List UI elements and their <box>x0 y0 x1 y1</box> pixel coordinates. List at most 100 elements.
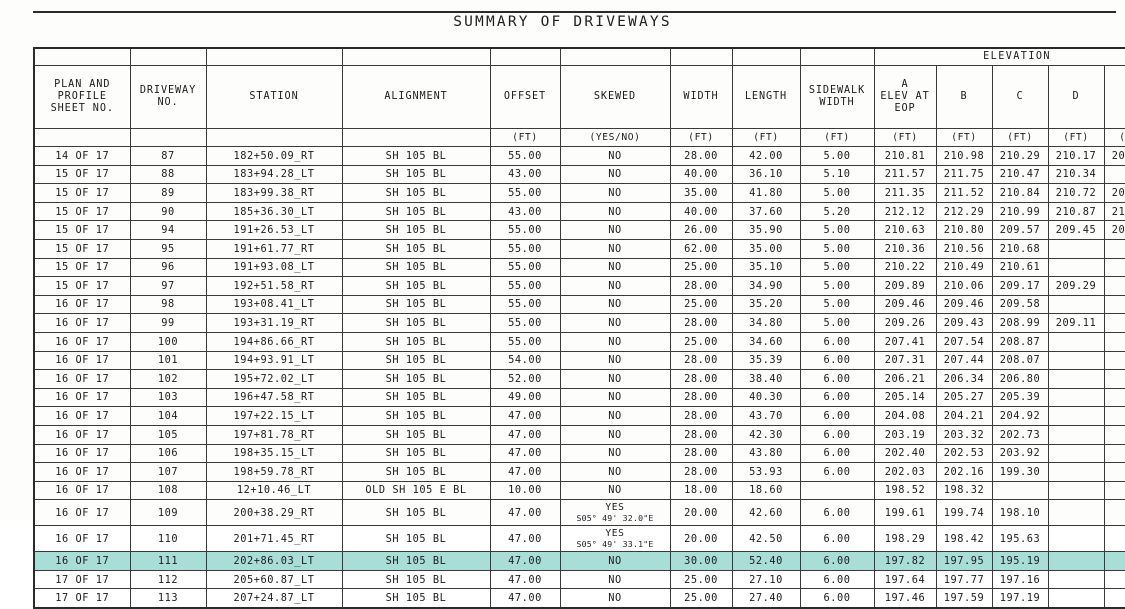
table-row[interactable]: 16 OF 17 98 193+08.41_LT SH 105 BL 55.00 NO 25… <box>33 294 1125 315</box>
cell-elev_b: 210.49 <box>935 257 993 278</box>
title-horizontal-rule <box>33 11 1116 13</box>
cell-alignment: SH 105 BL <box>341 313 491 333</box>
table-row[interactable]: 16 OF 17 102 195+72.02_LT SH 105 BL 52.00 NO 2… <box>33 369 1125 389</box>
cell-sheet: 15 OF 17 <box>33 276 131 296</box>
col-header-width: WIDTH <box>669 65 733 129</box>
table-row[interactable]: 16 OF 17 100 194+86.66_RT SH 105 BL 55.00 NO 2… <box>33 331 1125 352</box>
col-header-sidewalk-width: SIDEWALK WIDTH <box>799 65 875 129</box>
cell-station: 191+26.53_LT <box>205 220 343 240</box>
table-row[interactable]: 15 OF 17 90 185+36.30_LT SH 105 BL 43.00 NO 40… <box>33 201 1125 222</box>
cell-elev_d <box>1047 443 1105 464</box>
cell-elev_e <box>1103 569 1125 590</box>
cell-elev_b: 210.98 <box>935 146 993 166</box>
cell-length: 36.10 <box>731 164 801 185</box>
cell-driveway: 87 <box>129 146 207 166</box>
cell-length: 35.00 <box>731 238 801 259</box>
cell-offset: 47.00 <box>489 424 561 445</box>
cell-driveway: 109 <box>129 499 207 527</box>
cell-width: 28.00 <box>669 406 733 426</box>
cell-elev_a: 207.31 <box>873 350 937 371</box>
cell-sheet: 16 OF 17 <box>33 313 131 333</box>
cell-offset: 55.00 <box>489 238 561 259</box>
cell-elev_b: 209.43 <box>935 313 993 333</box>
cell-alignment: SH 105 BL <box>341 183 491 203</box>
cell-elev_c: 210.99 <box>991 201 1049 222</box>
table-row[interactable]: 14 OF 17 87 182+50.09_RT SH 105 BL 55.00 NO 28… <box>33 146 1125 166</box>
cell-length: 27.40 <box>731 588 801 609</box>
cell-width: 28.00 <box>669 350 733 371</box>
cell-skewed: NO <box>559 350 671 371</box>
cell-elev_e <box>1103 499 1125 527</box>
cell-elev_a: 211.57 <box>873 164 937 185</box>
table-row[interactable]: 16 OF 17 105 197+81.78_RT SH 105 BL 47.00 NO 2… <box>33 424 1125 445</box>
table-row[interactable]: 15 OF 17 89 183+99.38_RT SH 105 BL 55.00 NO 35… <box>33 183 1125 203</box>
col-header-sidewalk-line1: SIDEWALK <box>808 84 866 96</box>
table-row[interactable]: 16 OF 17 109 200+38.29_RT SH 105 BL 47.00 YES… <box>33 499 1125 527</box>
cell-skewed: NO <box>559 220 671 240</box>
col-unit-elev-b: (FT) <box>935 128 993 147</box>
table-row[interactable]: 16 OF 17 107 198+59.78_RT SH 105 BL 47.00 NO 2… <box>33 462 1125 482</box>
cell-sidewalk: 6.00 <box>799 569 875 590</box>
table-row[interactable]: 15 OF 17 97 192+51.58_RT SH 105 BL 55.00 NO 28… <box>33 276 1125 296</box>
cell-offset: 47.00 <box>489 569 561 590</box>
cell-station: 197+22.15_LT <box>205 406 343 426</box>
table-row[interactable]: 16 OF 17 99 193+31.19_RT SH 105 BL 55.00 NO 28… <box>33 313 1125 333</box>
table-row[interactable]: 17 OF 17 113 207+24.87_LT SH 105 BL 47.00 NO 2… <box>33 588 1125 609</box>
table-row[interactable]: 16 OF 17 106 198+35.15_LT SH 105 BL 47.00 NO 2… <box>33 443 1125 464</box>
cell-elev_c: 210.68 <box>991 238 1049 259</box>
cell-length: 40.30 <box>731 387 801 408</box>
cell-elev_b: 197.59 <box>935 588 993 609</box>
cell-elev_a: 202.03 <box>873 462 937 482</box>
cell-elev_b: 207.44 <box>935 350 993 371</box>
cell-alignment: SH 105 BL <box>341 369 491 389</box>
cell-elev_c <box>991 480 1049 501</box>
cell-alignment: SH 105 BL <box>341 257 491 278</box>
cell-station: 182+50.09_RT <box>205 146 343 166</box>
table-row[interactable]: 15 OF 17 95 191+61.77_RT SH 105 BL 55.00 NO 62… <box>33 238 1125 259</box>
table-row[interactable]: 15 OF 17 88 183+94.28_LT SH 105 BL 43.00 NO 40… <box>33 164 1125 185</box>
cell-elev_c: 208.99 <box>991 313 1049 333</box>
table-row[interactable]: 16 OF 17 104 197+22.15_LT SH 105 BL 47.00 NO 2… <box>33 406 1125 426</box>
cell-sheet: 16 OF 17 <box>33 499 131 527</box>
cell-sheet: 15 OF 17 <box>33 257 131 278</box>
cell-elev_e <box>1103 369 1125 389</box>
cell-elev_e <box>1103 294 1125 315</box>
table-row[interactable]: 16 OF 17 103 196+47.58_RT SH 105 BL 49.00 NO 2… <box>33 387 1125 408</box>
cell-driveway: 94 <box>129 220 207 240</box>
table-row[interactable]: 16 OF 17 110 201+71.45_RT SH 105 BL 47.00 YES… <box>33 525 1125 553</box>
cell-alignment: SH 105 BL <box>341 220 491 240</box>
cell-sidewalk: 5.00 <box>799 276 875 296</box>
table-row[interactable]: 16 OF 17 101 194+93.91_LT SH 105 BL 54.00 NO 2… <box>33 350 1125 371</box>
cell-sheet: 16 OF 17 <box>33 331 131 352</box>
cell-elev_a: 209.26 <box>873 313 937 333</box>
cell-elev_e <box>1103 462 1125 482</box>
cell-skewed: NO <box>559 406 671 426</box>
cell-length: 35.90 <box>731 220 801 240</box>
skew-answer: YES <box>605 502 625 514</box>
cell-skewed: NO <box>559 424 671 445</box>
cell-elev_a: 212.12 <box>873 201 937 222</box>
cell-offset: 47.00 <box>489 525 561 553</box>
table-row[interactable]: 15 OF 17 96 191+93.08_LT SH 105 BL 55.00 NO 25… <box>33 257 1125 278</box>
cell-width: 20.00 <box>669 525 733 553</box>
cell-alignment: SH 105 BL <box>341 201 491 222</box>
cell-width: 62.00 <box>669 238 733 259</box>
cell-sidewalk <box>799 480 875 501</box>
col-unit-elev-e: (FT) <box>1103 128 1125 147</box>
cell-elev_c: 210.29 <box>991 146 1049 166</box>
cell-offset: 55.00 <box>489 183 561 203</box>
cell-elev_c: 197.16 <box>991 569 1049 590</box>
table-row[interactable]: 16 OF 17 111 202+86.03_LT SH 105 BL 47.00 NO 3… <box>33 551 1125 571</box>
group-blank-width <box>669 47 733 66</box>
cell-driveway: 106 <box>129 443 207 464</box>
cell-offset: 43.00 <box>489 164 561 185</box>
table-row[interactable]: 17 OF 17 112 205+60.87_LT SH 105 BL 47.00 NO 2… <box>33 569 1125 590</box>
cell-elev_a: 210.36 <box>873 238 937 259</box>
table-row[interactable]: 15 OF 17 94 191+26.53_LT SH 105 BL 55.00 NO 26… <box>33 220 1125 240</box>
table-row[interactable]: 16 OF 17 108 12+10.46_LT OLD SH 105 E BL 10.… <box>33 480 1125 501</box>
group-blank-driveway <box>129 47 207 66</box>
cell-elev_c: 202.73 <box>991 424 1049 445</box>
col-header-driveway-line1: DRIVEWAY <box>139 84 197 96</box>
skew-bearing: S05° 49' 32.0"E <box>576 512 654 523</box>
cell-elev_e <box>1103 387 1125 408</box>
